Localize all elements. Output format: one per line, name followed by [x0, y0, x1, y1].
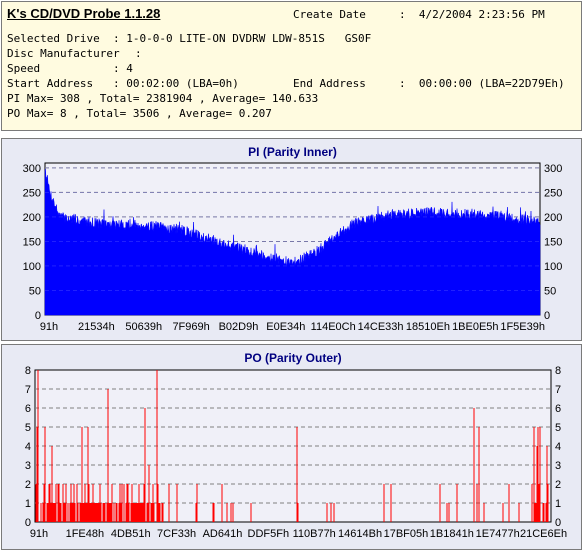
x-tick-label: B02D9h [219, 321, 259, 333]
x-tick-label: 110B77h [293, 528, 336, 540]
x-tick-label: 50639h [125, 321, 162, 333]
y-tick-label-right: 250 [544, 187, 562, 199]
y-tick-label: 200 [23, 212, 41, 224]
start-address-value: : 00:02:00 (LBA=0h) [113, 77, 239, 90]
x-tick-label: AD641h [203, 528, 243, 540]
y-tick-label: 250 [23, 187, 41, 199]
start-address-label: Start Address [7, 77, 94, 90]
chart-title: PO (Parity Outer) [244, 351, 341, 365]
y-tick-label: 6 [25, 403, 31, 415]
y-tick-label-right: 0 [555, 517, 561, 529]
y-tick-label-right: 50 [544, 285, 556, 297]
pi-summary: PI Max= 308 , Total= 2381904 , Average= … [7, 92, 319, 105]
y-tick-label-right: 150 [544, 236, 562, 248]
x-tick-label: 14614Bh [338, 528, 382, 540]
info-panel: K's CD/DVD Probe 1.1.28 Create Date : 4/… [1, 1, 582, 131]
speed-value: : 4 [113, 62, 133, 75]
y-tick-label: 1 [25, 498, 31, 510]
x-tick-label: 7F969h [172, 321, 209, 333]
po-series [35, 370, 549, 522]
create-date-label: Create Date [293, 8, 366, 21]
y-tick-label: 100 [23, 261, 41, 273]
disc-manufacturer-label: Disc Manufacturer [7, 47, 120, 60]
y-tick-label-right: 100 [544, 261, 562, 273]
end-address-label: End Address [293, 77, 366, 90]
pi-series-area [44, 169, 541, 316]
po-summary: PO Max= 8 , Total= 3506 , Average= 0.207 [7, 107, 272, 120]
disc-manufacturer-value: : [135, 47, 142, 60]
selected-drive-value: : 1-0-0-0 LITE-ON DVDRW LDW-851S GS0F [113, 32, 372, 45]
app-title: K's CD/DVD Probe 1.1.28 [7, 6, 161, 21]
y-tick-label: 50 [29, 285, 41, 297]
y-tick-label-right: 1 [555, 498, 561, 510]
x-tick-label: 7CF33h [157, 528, 196, 540]
create-date-value: : 4/2/2004 2:23:56 PM [399, 8, 545, 21]
x-tick-label: 17BF05h [384, 528, 429, 540]
pi-chart: PI (Parity Inner) 300 300 250 250 200 200 150 15… [23, 145, 563, 333]
y-tick-label: 8 [25, 365, 31, 377]
x-tick-label: 1BE0E5h [452, 321, 498, 333]
y-tick-label: 7 [25, 384, 31, 396]
y-tick-label-right: 7 [555, 384, 561, 396]
x-tick-label: 4DB51h [111, 528, 151, 540]
x-tick-label: 1E7477h [476, 528, 520, 540]
x-tick-label: 18510Eh [406, 321, 450, 333]
y-tick-label-right: 5 [555, 422, 561, 434]
x-tick-label: 21CE6Eh [520, 528, 567, 540]
x-tick-label: 1F5E39h [500, 321, 545, 333]
chart-title: PI (Parity Inner) [248, 145, 337, 159]
y-tick-label: 0 [35, 310, 41, 322]
y-tick-label-right: 0 [544, 310, 550, 322]
speed-label: Speed [7, 62, 41, 75]
x-tick-label: 1FE48h [66, 528, 105, 540]
po-chart-panel: PO (Parity Outer) 8 8 7 7 6 6 5 5 4 4 3 3 2 2 1 1 0 0 91h 1F… [1, 344, 582, 550]
end-address-value: : 00:00:00 (LBA=22D79Eh) [399, 77, 565, 90]
y-tick-label: 3 [25, 460, 31, 472]
x-tick-label: DDF5Fh [248, 528, 290, 540]
y-tick-label: 300 [23, 163, 41, 175]
y-tick-label-right: 8 [555, 365, 561, 377]
y-tick-label-right: 3 [555, 460, 561, 472]
y-tick-label-right: 6 [555, 403, 561, 415]
selected-drive-label: Selected Drive [7, 32, 100, 45]
y-tick-label: 4 [25, 441, 31, 453]
x-tick-label: 91h [40, 321, 58, 333]
y-tick-label-right: 200 [544, 212, 562, 224]
x-tick-label: 21534h [78, 321, 115, 333]
y-tick-label: 2 [25, 479, 31, 491]
y-tick-label: 5 [25, 422, 31, 434]
y-tick-label-right: 4 [555, 441, 561, 453]
x-tick-label: 1B1841h [430, 528, 474, 540]
x-tick-label: 114E0Ch [311, 321, 356, 333]
x-tick-label: 91h [30, 528, 48, 540]
y-tick-label-right: 300 [544, 163, 562, 175]
y-tick-label: 0 [25, 517, 31, 529]
x-tick-label: 14CE33h [358, 321, 404, 333]
x-tick-label: E0E34h [266, 321, 305, 333]
y-tick-label: 150 [23, 236, 41, 248]
y-tick-label-right: 2 [555, 479, 561, 491]
pi-chart-panel: PI (Parity Inner) 300 300 250 250 200 200 150 15… [1, 138, 582, 341]
